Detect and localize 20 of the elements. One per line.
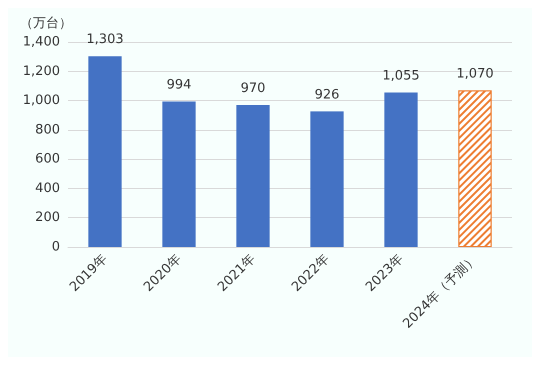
y-axis-title: （万台） [20, 16, 72, 31]
y-tick-label: 600 [35, 152, 60, 167]
y-tick-label: 400 [35, 180, 60, 196]
bar [162, 101, 196, 247]
y-tick-label: 200 [35, 210, 60, 226]
y-tick-label: 1,400 [22, 34, 60, 50]
data-label: 1,070 [456, 66, 494, 82]
y-tick-label: 0 [52, 240, 60, 254]
bar [88, 56, 122, 247]
y-tick-label: 1,000 [22, 93, 60, 108]
data-label: 1,055 [382, 68, 420, 84]
data-label: 1,303 [86, 32, 124, 48]
bar [310, 111, 344, 247]
y-tick-label: 800 [35, 122, 60, 138]
data-label: 926 [314, 87, 340, 102]
bar [236, 104, 270, 247]
y-tick-label: 1,200 [22, 64, 60, 79]
data-label: 970 [240, 80, 266, 96]
data-label: 994 [166, 77, 192, 92]
bar [384, 92, 418, 247]
